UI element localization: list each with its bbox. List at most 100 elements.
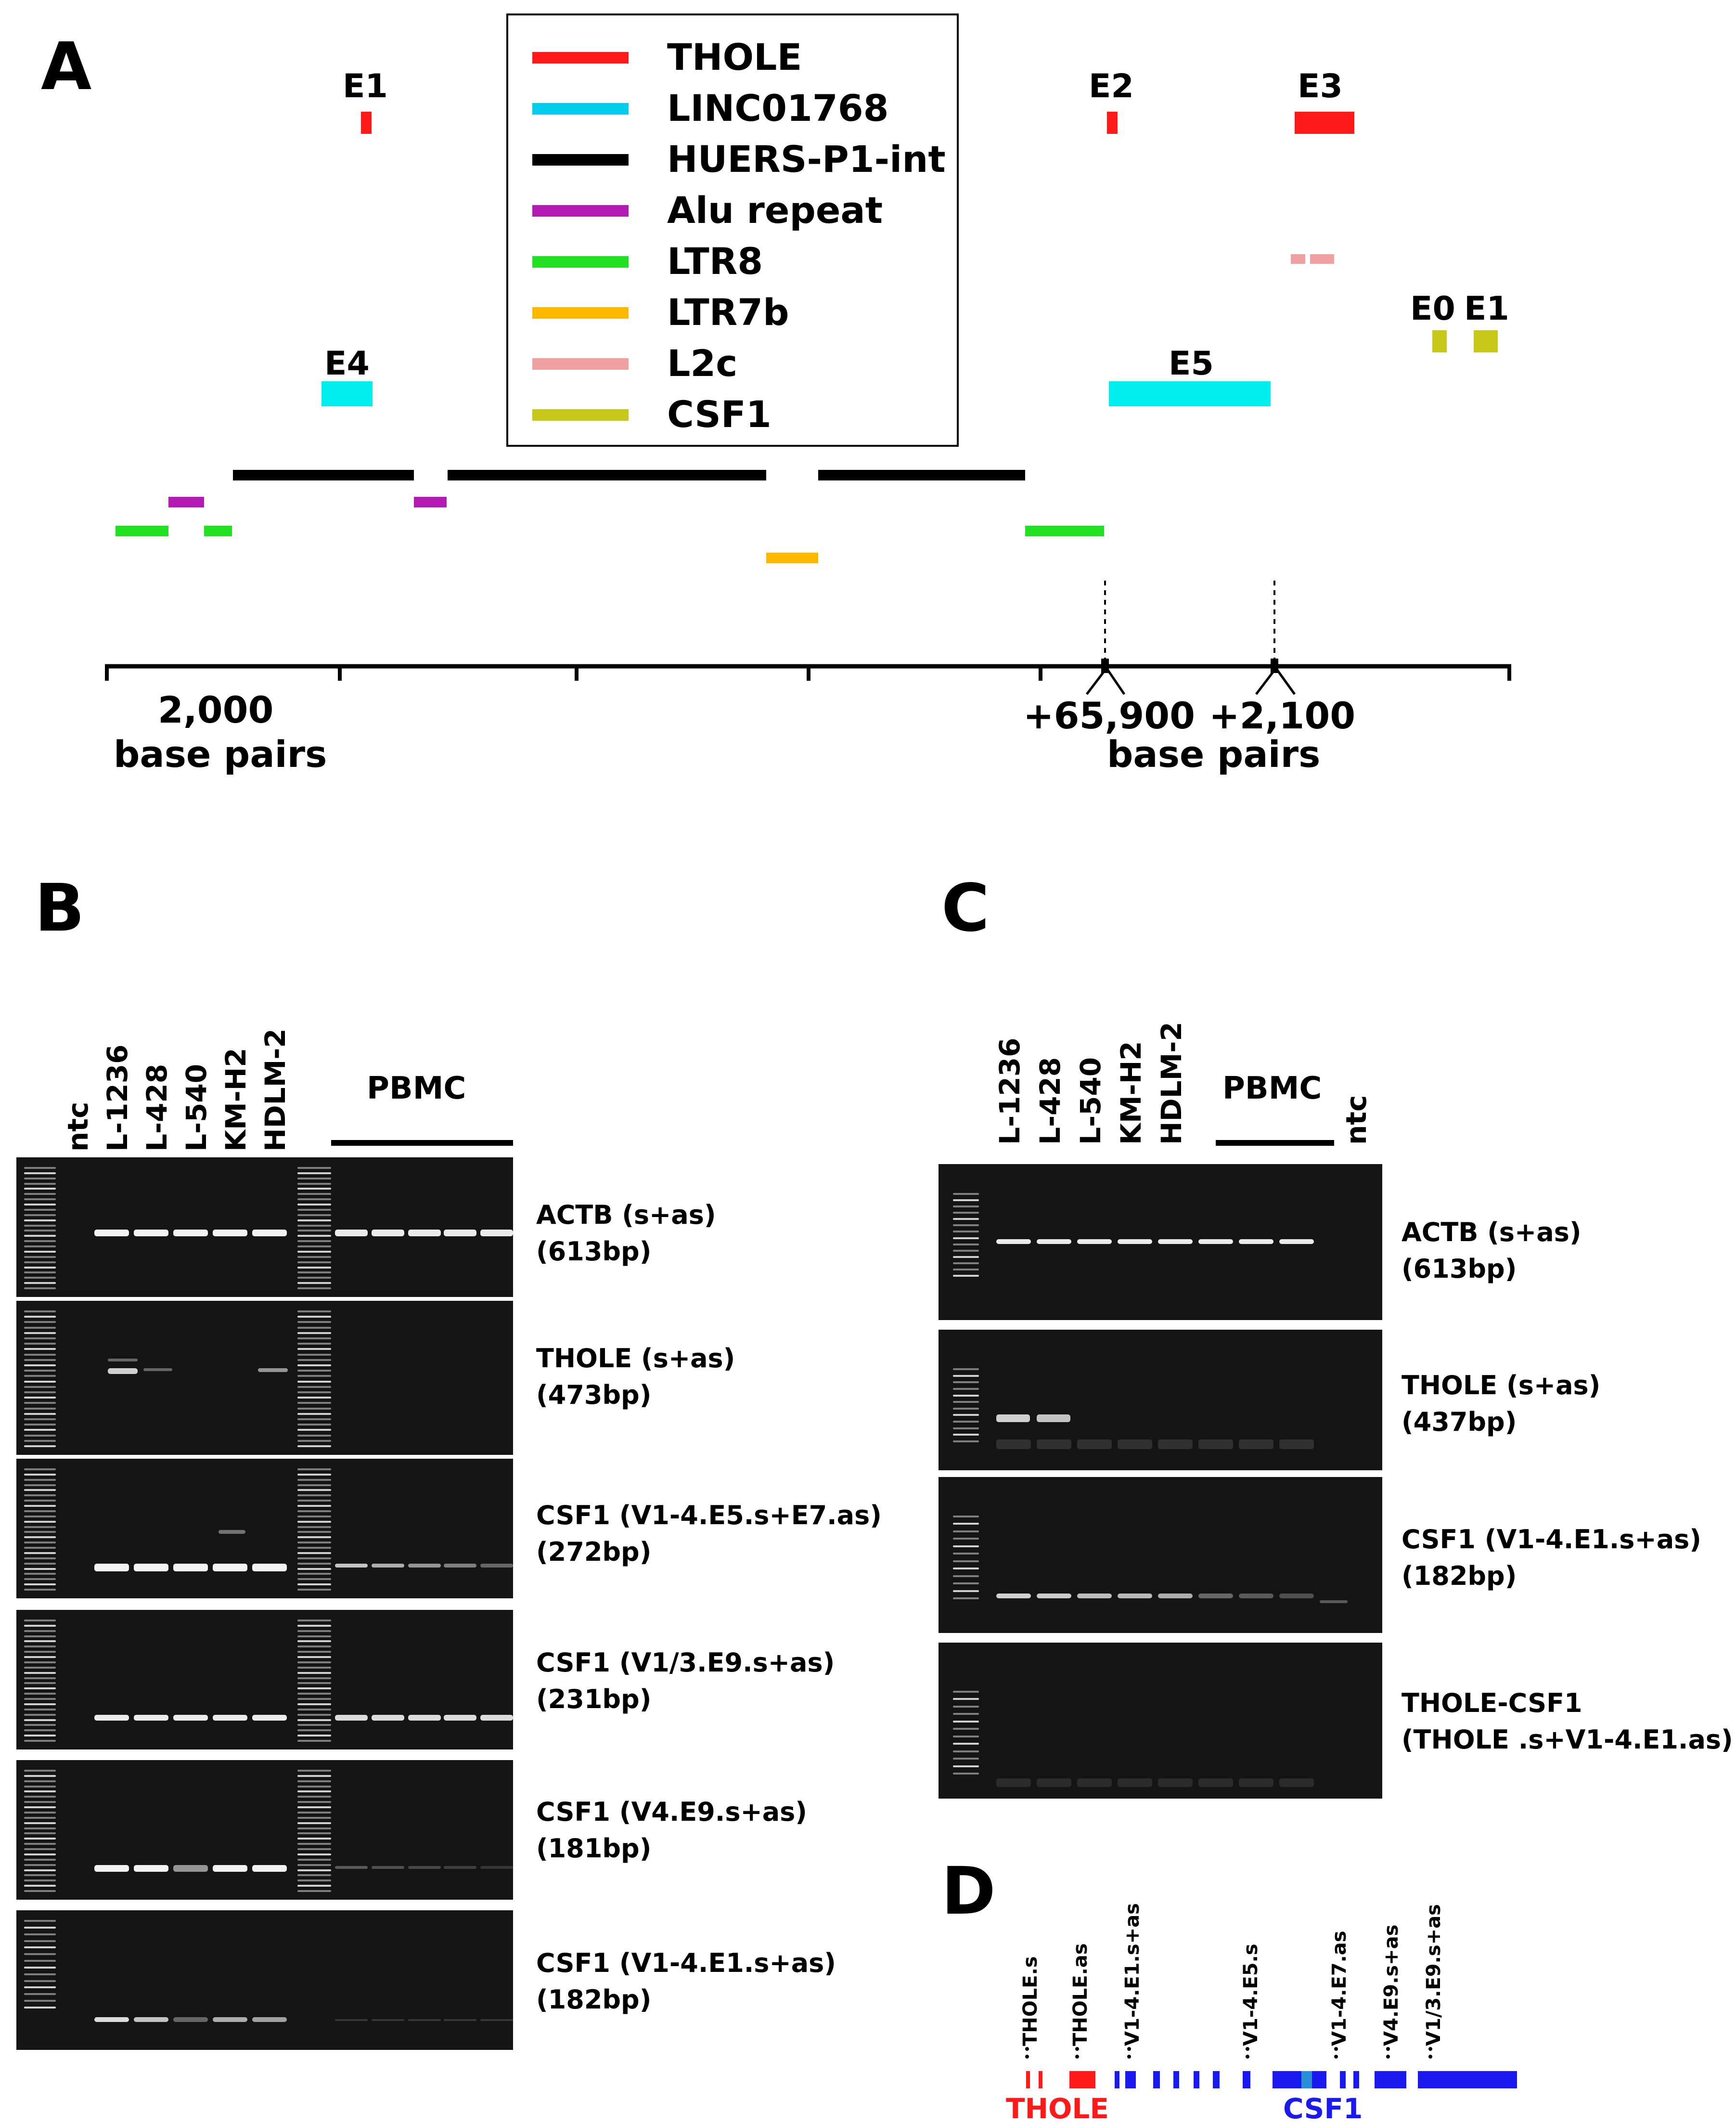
legend-label: LINC01768 [667,87,889,130]
gel-band [297,1230,331,1232]
gel-band [297,1359,331,1361]
gel-band [252,2017,287,2022]
gel-band [297,1624,331,1627]
gel-band [297,1801,331,1803]
gel-band [24,1578,56,1581]
gel-band [444,1866,476,1869]
gel-band [297,1640,331,1643]
gel-band [372,2019,404,2021]
gel-band [297,1397,331,1399]
huers-p1-int-segment-1 [233,470,414,480]
gel-band [24,1620,56,1621]
gel-band [297,1838,331,1840]
gel-band [297,1337,331,1339]
gel-band [24,1940,56,1942]
gel-band [297,1407,331,1410]
gel-band [24,1848,56,1851]
pbmc-label-c: PBMC [1222,1071,1322,1106]
gel-band [24,1520,56,1523]
gel-band [297,1832,331,1835]
gel-band [297,1445,331,1447]
gel-b-4-target: CSF1 (V1/3.E9.s+as) [536,1647,835,1678]
gel-band [297,1489,331,1491]
gel-band [297,1250,331,1253]
gel-band [297,1853,331,1855]
gel-band [297,1651,331,1653]
gel-band [24,1724,56,1726]
gel-band [24,1796,56,1798]
gel-band [24,1310,56,1312]
gene-label-csf1: CSF1 [1283,2092,1363,2125]
thole-exon-e1 [361,112,372,134]
gel-band [1158,1778,1193,1787]
gel-band [24,1321,56,1323]
gel-band [24,1391,56,1393]
exon-label-csf1-e0: E0 [1410,290,1455,328]
gel-band [297,1261,331,1263]
gel-band [953,1698,979,1700]
legend-label: HUERS-P1-int [667,138,946,181]
gel-band [297,1536,331,1539]
gel-band [953,1538,979,1540]
scale-axis [105,581,1511,695]
gel-band [297,1568,331,1570]
scale-break-2: +2,100 [1209,694,1356,737]
ltr8-element-3 [1025,526,1104,536]
gel-band [24,1973,56,1975]
gel-band [297,1167,331,1169]
gel-band [953,1407,979,1410]
gel-band [173,1715,208,1721]
legend-swatch [532,358,629,370]
gel-band [1320,1600,1348,1603]
exon-label-thole-e2: E2 [1089,67,1134,105]
gel-c-4-size: (THOLE .s+V1-4.E1.as) [1402,1724,1733,1755]
gel-band [297,1531,331,1533]
gel-band [372,1866,404,1869]
gel-band [1037,1439,1071,1449]
gel-band [297,1412,331,1415]
gel-band [24,1271,56,1274]
legend-swatch [532,409,629,421]
gel-band [24,1827,56,1829]
gel-band [24,1250,56,1253]
gel-band [297,1620,331,1621]
gel-band [297,1557,331,1559]
gel-band [297,1682,331,1684]
gel-band [24,1568,56,1570]
gel-band [953,1553,979,1555]
gel-band [24,1920,56,1922]
gel-band [258,1368,288,1372]
gel-c-4-target: THOLE-CSF1 [1402,1688,1582,1718]
gel-band [297,1578,331,1581]
gel-band [1279,1778,1314,1787]
gel-band [297,1666,331,1669]
gel-band [1158,1239,1193,1244]
gel-band [24,1402,56,1404]
gel-band [297,1391,331,1393]
gel-band [24,1624,56,1627]
gel-band [24,1277,56,1279]
gel-b-3-target: CSF1 (V1-4.E5.s+E7.as) [536,1500,882,1530]
gel-band [24,1933,56,1935]
gel-band [24,1775,56,1777]
gel-band [24,1729,56,1732]
gel-band [953,1193,979,1195]
gel-band [953,1773,979,1775]
gel-band [24,1375,56,1377]
gel-band [953,1523,979,1525]
gel-band [24,1719,56,1721]
gel-band [24,1864,56,1866]
gel-band [297,1822,331,1824]
gel-band [24,1418,56,1420]
gel-band [24,1266,56,1269]
gel-band [953,1560,979,1562]
gel-band [297,1418,331,1420]
gel-band [297,1796,331,1798]
gel-band [24,1562,56,1565]
gel-band [24,1439,56,1442]
gel-band [953,1427,979,1429]
gel-band [953,1597,979,1599]
gel-band [297,1282,331,1284]
gel-band [24,1193,56,1195]
legend-swatch [532,103,629,115]
